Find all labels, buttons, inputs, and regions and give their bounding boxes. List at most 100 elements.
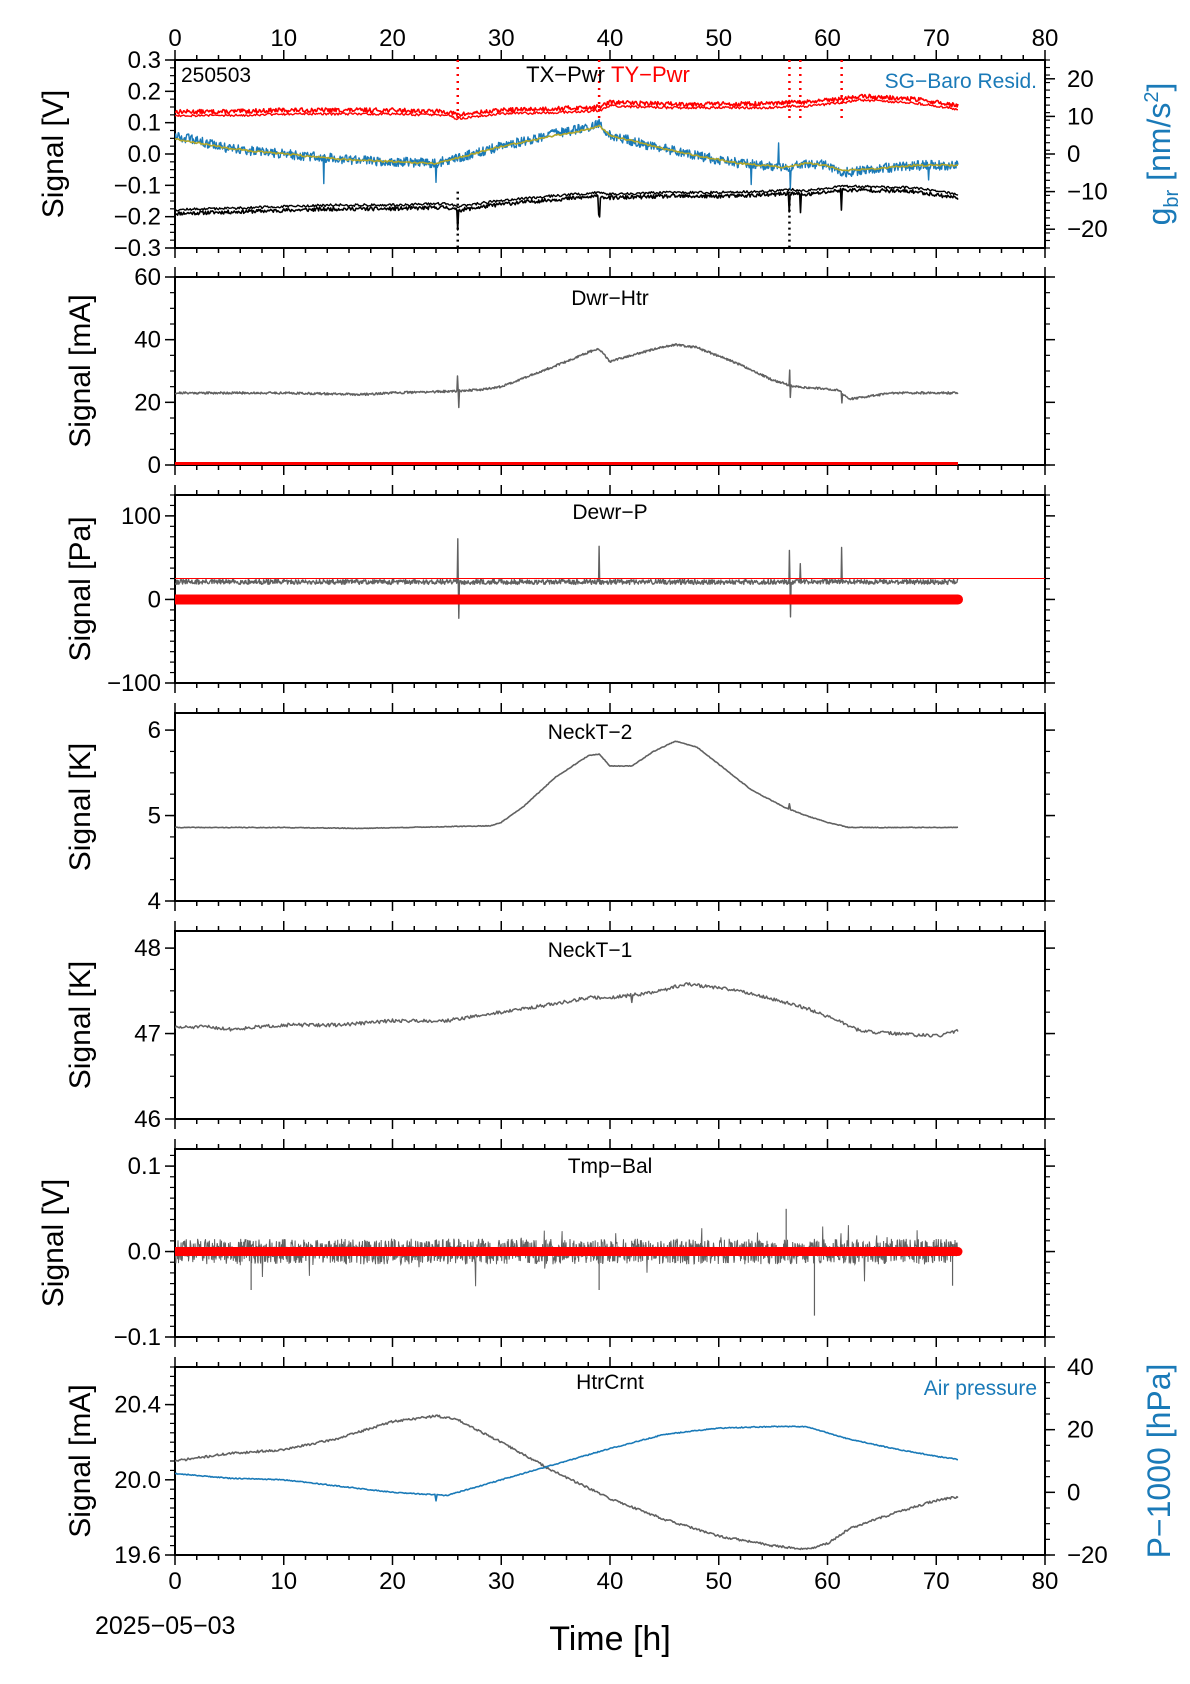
chart-panel-6: 0.1 0.0 −0.1 Signal [V] Tmp−Bal [37,1139,1055,1351]
panel-title: Dewr−P [572,501,647,524]
panel-id-label: 250503 [181,64,251,87]
x-tick-label: 30 [488,1568,515,1595]
chart-panel-1: 0 10 20 30 40 50 60 70 800.30.20.10.0−0.1−0.2−0.… [37,25,1183,262]
chart-panel-7: 0 10 20 30 40 50 60 70 80 20.4 20.0 19.6 40 20 0 −20 Sig… [64,1354,1177,1595]
y-tick-label: 4 [148,888,161,915]
series-air-pressure [175,1425,959,1502]
plot-area [175,1414,959,1551]
series-dewr-p [175,538,959,619]
x-axis-label: Time [h] [549,1620,671,1658]
series-ty-pwr-upper [175,93,959,117]
panels: 0 10 20 30 40 50 60 70 800.30.20.10.0−0.1−0.2−0.… [37,25,1183,1595]
y-tick-label: 60 [134,264,161,291]
chart-panel-2: 60 40 20 0 Signal [mA] Dwr−Htr [64,264,1055,479]
panel-title: NeckT−1 [548,939,633,962]
series-label-sg-baro: SG−Baro Resid. [885,70,1037,93]
chart-panel-3: 100 0 −100 Signal [Pa] Dewr−P [64,485,1055,697]
y-tick-label: 0.0 [128,141,161,168]
y-tick-label: 46 [134,1106,161,1133]
y-tick-label: −100 [107,670,161,697]
series-neckt-2 [175,740,959,830]
x-tick-label: 60 [814,25,841,52]
x-tick-label: 20 [379,1568,406,1595]
y-axis-label: Signal [mA] [64,294,97,447]
y-axis-label: Signal [mA] [64,1384,97,1537]
y2-label-rest: [nm/s [1141,103,1177,190]
x-tick-label: 10 [270,25,297,52]
y2-axis-label: gbr [nm/s2] [1141,83,1183,226]
series-label-tx-pwr: TX−Pwr [526,62,605,87]
y-tick-label: 0.0 [128,1239,161,1266]
chart-panel-5: 48 47 46 Signal [K] NeckT−1 [64,921,1055,1133]
panel-title: NeckT−2 [548,721,633,744]
plot-area [175,740,959,830]
y-tick-label: 5 [148,803,161,830]
y2-label-sub: br [1161,189,1183,207]
series-tx-pwr-lower [175,187,959,231]
x-tick-label: 50 [705,25,732,52]
x-tick-label: 10 [270,1568,297,1595]
y2-tick-label: 20 [1067,1417,1094,1444]
y2-tick-label: −20 [1067,1542,1108,1569]
panel-title: HtrCrnt [576,1371,644,1394]
y2-axis-label: P−1000 [hPa] [1141,1364,1177,1559]
x-tick-label: 60 [814,1568,841,1595]
y-tick-label: 6 [148,717,161,744]
y-tick-label: 0 [148,452,161,479]
y2-tick-label: 20 [1067,66,1094,93]
plot-area [175,538,1045,619]
y-tick-label: 0.3 [128,47,161,74]
y-tick-label: 19.6 [114,1542,161,1569]
y-tick-label: 20.0 [114,1467,161,1494]
y-tick-label: −0.2 [114,204,161,231]
y-tick-label: 0 [148,586,161,613]
y2-label-end: ] [1141,83,1177,92]
x-tick-label: 80 [1032,25,1059,52]
y-axis-label: Signal [K] [64,961,97,1089]
y2-tick-label: 0 [1067,141,1080,168]
plot-area [175,60,959,248]
y2-tick-label: −10 [1067,179,1108,206]
y-axis-label: Signal [K] [64,743,97,871]
plot-area [175,1208,963,1316]
y2-tick-label: −20 [1067,216,1108,243]
y2-tick-label: 40 [1067,1354,1094,1381]
y-tick-label: −0.3 [114,235,161,262]
series-tx-pwr-upper [175,184,959,212]
x-tick-label: 70 [923,1568,950,1595]
y-tick-label: −0.1 [114,1324,161,1351]
y-axis-label: Signal [Pa] [64,516,97,661]
y2-tick-label: 0 [1067,1479,1080,1506]
plot-area [175,343,959,465]
x-tick-label: 80 [1032,1568,1059,1595]
y2-label-main: g [1141,208,1177,226]
series-label-air-pressure: Air pressure [924,1377,1037,1400]
series-htrcrnt [175,1414,959,1551]
y-tick-label: 48 [134,935,161,962]
y-tick-label: 0.1 [128,1153,161,1180]
series-ty-pwr-lower [175,98,958,121]
y-tick-label: 20 [134,389,161,416]
y-tick-label: 0.1 [128,110,161,137]
y-tick-label: −0.1 [114,172,161,199]
y-tick-label: 40 [134,327,161,354]
series-label-ty-pwr: TY−Pwr [611,62,690,87]
x-tick-label: 40 [597,1568,624,1595]
series-sg-baro-fit [175,124,958,172]
plot-frame [174,1366,1046,1556]
date-label: 2025−05−03 [95,1612,235,1640]
x-tick-label: 0 [168,1568,181,1595]
panel-title: Dwr−Htr [571,287,649,310]
x-tick-label: 40 [597,25,624,52]
series-neckt-1 [175,982,959,1038]
x-tick-label: 30 [488,25,515,52]
y-tick-label: 100 [121,503,161,530]
y-axis-label: Signal [V] [37,90,70,218]
panel-title: Tmp−Bal [568,1155,653,1178]
y-tick-label: 47 [134,1021,161,1048]
y2-label-sup: 2 [1141,92,1163,103]
x-tick-label: 50 [705,1568,732,1595]
x-tick-label: 70 [923,25,950,52]
chart-panel-4: 6 5 4 Signal [K] NeckT−2 [64,703,1055,915]
